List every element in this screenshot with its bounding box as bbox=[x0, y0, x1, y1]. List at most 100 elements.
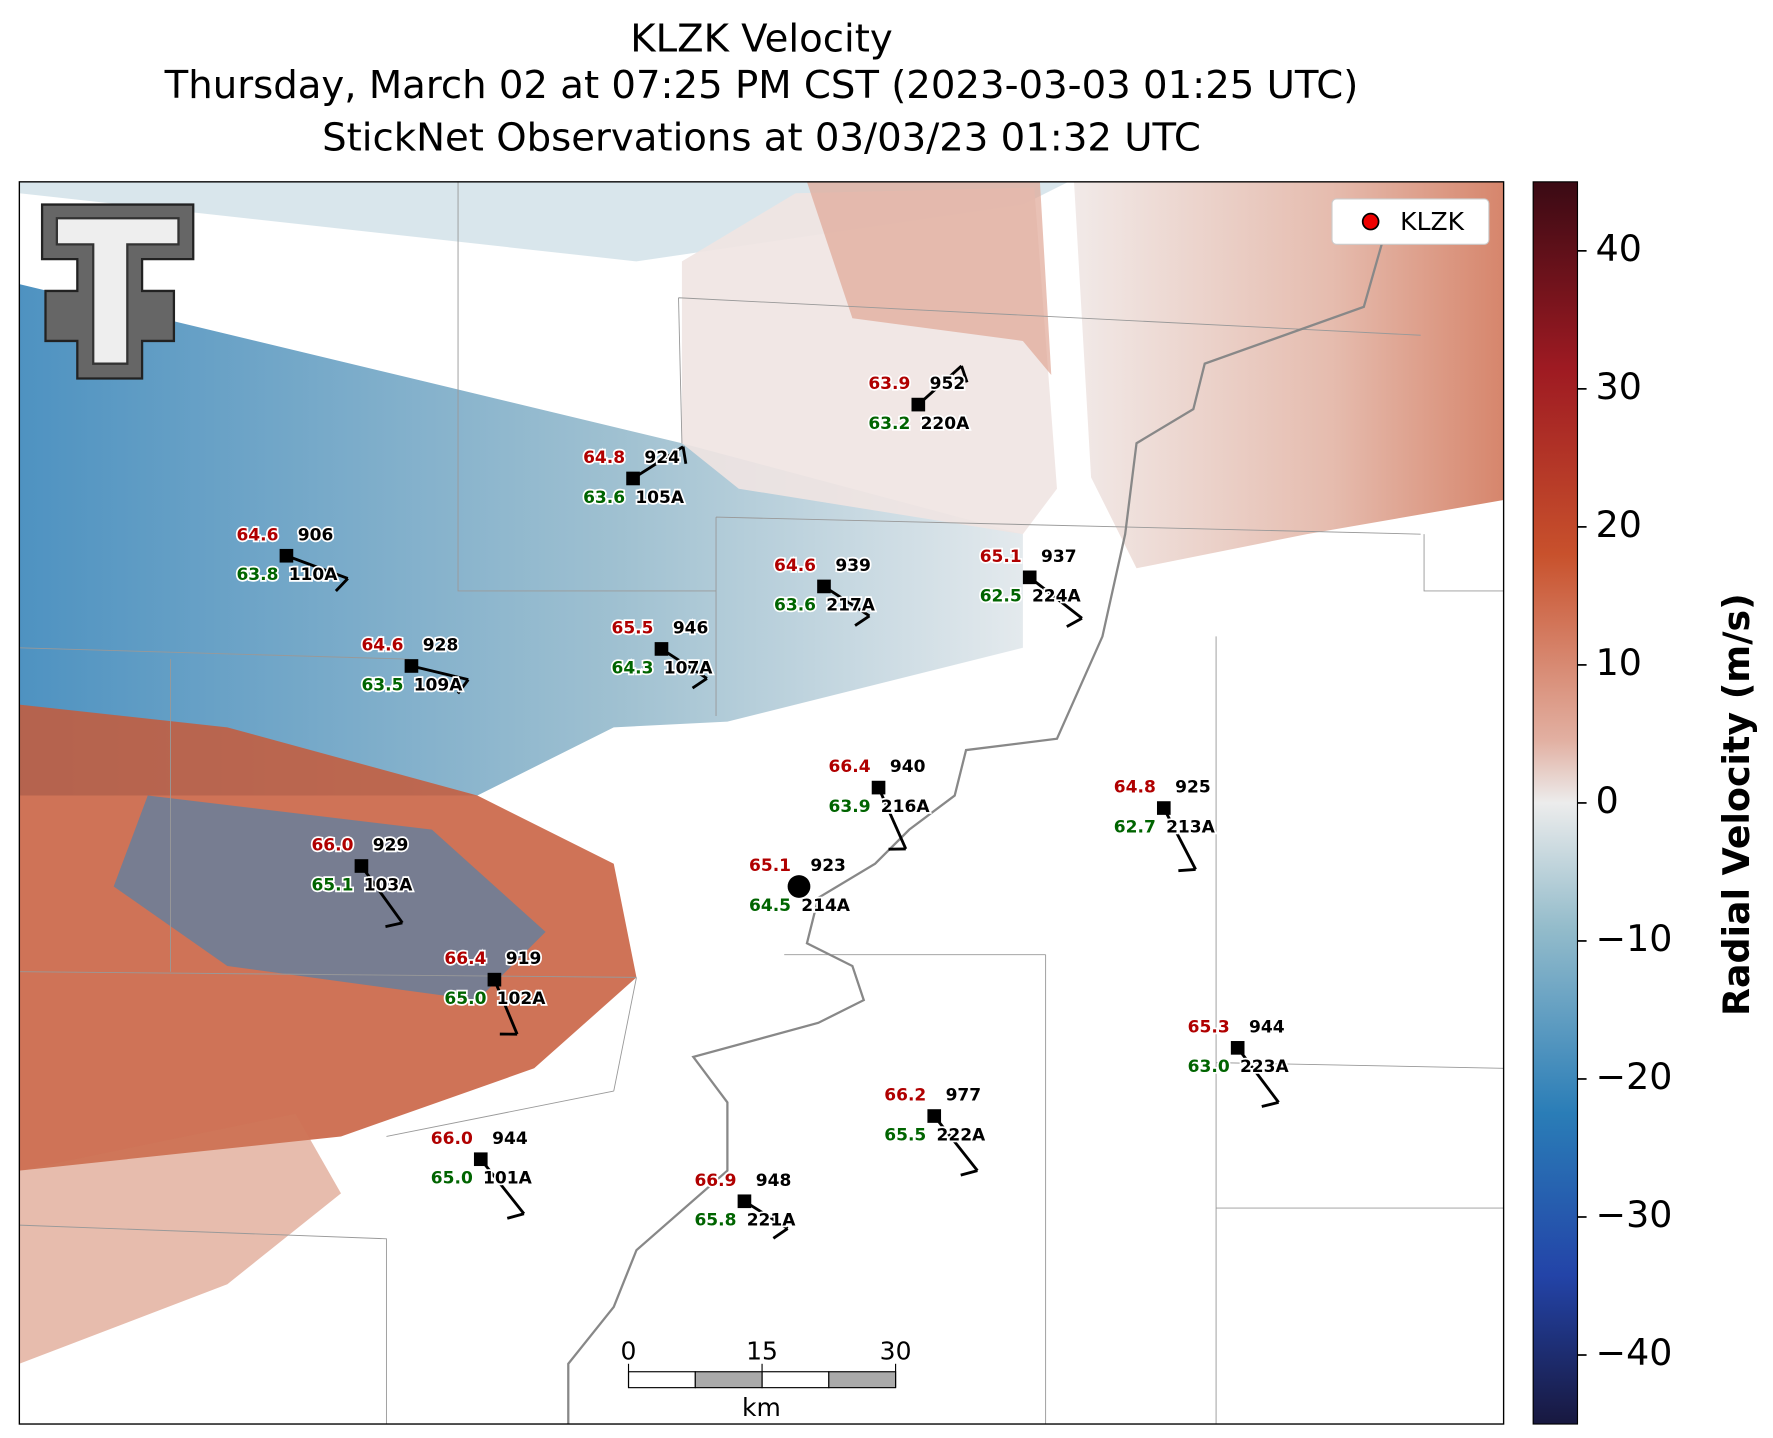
pressure: 939 bbox=[835, 556, 871, 576]
pressure: 923 bbox=[810, 856, 846, 876]
station: 66.4 940 63.9 216A bbox=[827, 755, 932, 851]
temperature: 64.6 bbox=[774, 556, 816, 576]
colorbar-tick-label: 0 bbox=[1596, 779, 1619, 822]
title-line: KLZK Velocity bbox=[630, 16, 892, 61]
wind-barb-flag bbox=[772, 1227, 789, 1240]
station-id: 107A bbox=[664, 658, 714, 678]
station-marker bbox=[404, 659, 419, 673]
station: 63.9 952 63.2 220A bbox=[867, 364, 972, 436]
dewpoint: 65.1 bbox=[311, 875, 353, 895]
temperature: 64.6 bbox=[236, 525, 278, 545]
station-id: 109A bbox=[414, 675, 464, 695]
temperature: 65.1 bbox=[749, 856, 791, 876]
station: 66.0 944 65.0 101A bbox=[429, 1127, 534, 1220]
wind-barb-flag bbox=[385, 921, 403, 928]
station: 64.6 906 63.8 110A bbox=[235, 524, 349, 593]
station-id: 101A bbox=[483, 1169, 533, 1189]
wind-barb-flag bbox=[854, 614, 871, 627]
station-marker bbox=[487, 972, 502, 987]
wind-barb-staff bbox=[660, 647, 708, 680]
wind-barb-flag bbox=[1261, 1101, 1279, 1108]
wind-barb-staff bbox=[933, 1115, 979, 1172]
dewpoint: 65.5 bbox=[884, 1125, 926, 1145]
plot-frame bbox=[18, 181, 1505, 1425]
scale-tick-label: 30 bbox=[880, 1336, 912, 1365]
stations: 63.9 952 63.2 220A 64.8 924 63.6 105A 64.6 906 63.… bbox=[235, 364, 1291, 1240]
legend: KLZK bbox=[1331, 198, 1490, 245]
pressure: 919 bbox=[506, 949, 542, 969]
station: 66.0 929 65.1 103A bbox=[310, 834, 415, 928]
station-marker bbox=[817, 579, 831, 594]
temperature: 65.3 bbox=[1188, 1017, 1230, 1037]
dewpoint: 62.7 bbox=[1114, 817, 1156, 837]
scale-bar: 0 15 30 km bbox=[621, 1336, 912, 1422]
pressure: 944 bbox=[492, 1129, 528, 1149]
station-marker bbox=[354, 859, 369, 873]
colorbar-tick-label: 20 bbox=[1596, 503, 1642, 546]
temperature: 66.4 bbox=[444, 949, 486, 969]
pressure: 944 bbox=[1249, 1017, 1285, 1037]
station-id: 216A bbox=[881, 797, 931, 817]
station: 66.2 977 65.5 222A bbox=[883, 1084, 988, 1177]
wind-barb-flag bbox=[1066, 617, 1083, 628]
pressure: 924 bbox=[644, 448, 680, 468]
wind-barb-staff bbox=[411, 664, 469, 682]
colorbar-label: Radial Velocity (m/s) bbox=[1715, 593, 1758, 1016]
river bbox=[567, 226, 1388, 1425]
wind-barb-staff bbox=[493, 979, 519, 1035]
dewpoint: 65.0 bbox=[444, 989, 486, 1009]
station: 65.1 937 62.5 224A bbox=[978, 545, 1083, 628]
colorbar-tick-label: −10 bbox=[1596, 917, 1673, 960]
dewpoint: 64.3 bbox=[611, 658, 653, 678]
temperature: 66.0 bbox=[431, 1129, 473, 1149]
temperature: 64.8 bbox=[583, 448, 625, 468]
station-marker bbox=[871, 780, 886, 795]
station-id: 221A bbox=[747, 1211, 797, 1231]
wind-barb-flag bbox=[960, 1169, 978, 1177]
scale-tick-label: 0 bbox=[621, 1336, 637, 1365]
wind-barb-staff bbox=[360, 865, 404, 924]
station-marker bbox=[626, 471, 640, 486]
colorbar-tick-label: 30 bbox=[1596, 365, 1642, 408]
temperature: 66.4 bbox=[829, 757, 871, 777]
colorbar-tick-label: −30 bbox=[1596, 1193, 1673, 1236]
scale-segment bbox=[761, 1371, 830, 1389]
station-id: 223A bbox=[1240, 1057, 1290, 1077]
station: 65.1 923 64.5 214A bbox=[747, 854, 852, 917]
pressure: 940 bbox=[890, 757, 926, 777]
university-logo bbox=[40, 203, 195, 380]
station: 66.4 919 65.0 102A bbox=[443, 947, 548, 1036]
station-marker bbox=[787, 875, 811, 898]
dewpoint: 63.6 bbox=[774, 596, 816, 616]
pressure: 925 bbox=[1175, 778, 1211, 798]
temperature: 64.8 bbox=[1114, 778, 1156, 798]
wind-barb-staff bbox=[1162, 807, 1197, 871]
wind-barb-flag bbox=[960, 365, 969, 383]
dewpoint: 63.2 bbox=[868, 414, 910, 434]
station: 65.3 944 63.0 223A bbox=[1186, 1016, 1291, 1108]
station-marker bbox=[473, 1152, 488, 1167]
station-id: 220A bbox=[921, 414, 971, 434]
county-lines bbox=[19, 181, 1504, 1425]
station-marker bbox=[654, 642, 669, 656]
dewpoint: 62.5 bbox=[980, 587, 1022, 607]
temperature: 65.5 bbox=[611, 618, 653, 638]
station: 66.9 948 65.8 221A bbox=[693, 1169, 798, 1240]
pressure: 937 bbox=[1041, 547, 1077, 567]
station-marker bbox=[911, 397, 926, 412]
dewpoint: 65.0 bbox=[431, 1169, 473, 1189]
station-id: 217A bbox=[826, 596, 876, 616]
wind-barb-staff bbox=[743, 1200, 789, 1230]
station-marker bbox=[1230, 1041, 1245, 1055]
temperature: 66.2 bbox=[884, 1086, 926, 1106]
pressure: 929 bbox=[373, 836, 409, 856]
wind-barb-staff bbox=[877, 787, 908, 850]
station-marker bbox=[1156, 801, 1171, 815]
dewpoint: 63.5 bbox=[361, 675, 403, 695]
station-id: 102A bbox=[497, 989, 547, 1009]
dewpoint: 63.0 bbox=[1188, 1057, 1230, 1077]
scale-segment bbox=[627, 1371, 696, 1389]
station-marker bbox=[927, 1109, 942, 1123]
